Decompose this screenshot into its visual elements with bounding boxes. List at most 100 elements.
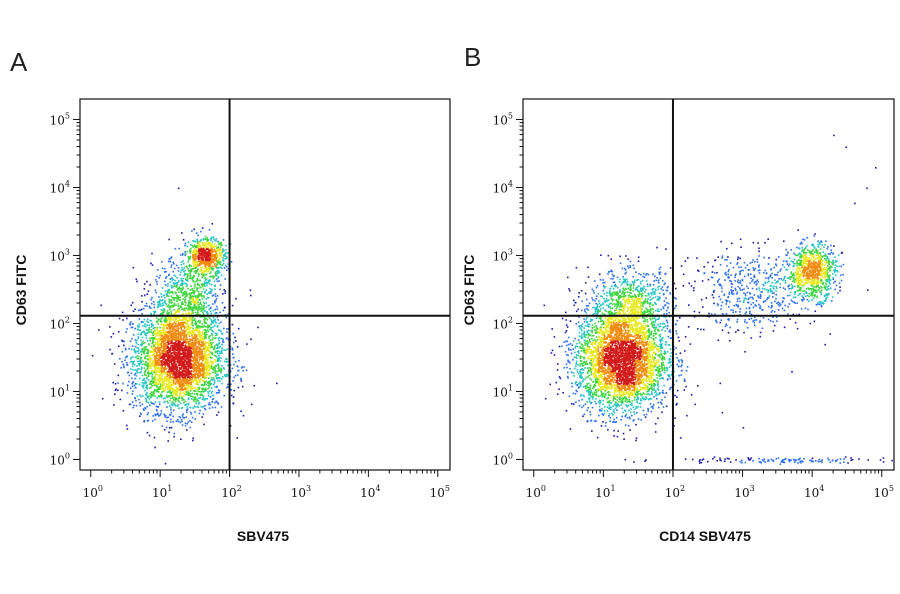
event-dot (170, 299, 172, 302)
event-dot (220, 371, 222, 374)
event-dot (164, 344, 167, 347)
event-dot (167, 370, 170, 373)
event-dot (145, 355, 147, 357)
event-dot (162, 366, 164, 369)
event-dot (134, 356, 137, 359)
event-dot (131, 385, 134, 388)
event-dot (188, 353, 191, 356)
event-dot (126, 362, 128, 364)
event-dot (217, 271, 219, 273)
event-dot (165, 395, 168, 398)
event-dot (188, 370, 191, 373)
event-dot (180, 346, 183, 348)
event-dot (234, 360, 237, 363)
event-dot (160, 293, 162, 295)
event-dot (188, 393, 190, 396)
event-dot (188, 332, 190, 334)
event-dot (196, 238, 198, 241)
event-dot (159, 374, 161, 376)
event-dot (177, 371, 180, 374)
event-dot (170, 370, 173, 373)
event-dot (132, 363, 134, 365)
event-dot (171, 358, 174, 361)
event-dot (169, 333, 172, 336)
event-dot (200, 283, 203, 285)
event-dot (213, 369, 216, 372)
event-dot (218, 248, 220, 250)
event-dot (138, 352, 140, 354)
event-dot (218, 391, 220, 394)
event-dot (216, 364, 219, 366)
event-dot (129, 324, 132, 326)
event-dot (143, 351, 145, 353)
event-dot (206, 333, 208, 336)
event-dot (195, 359, 197, 362)
event-dot (172, 387, 174, 390)
event-dot (153, 364, 155, 367)
event-dot (193, 370, 196, 372)
event-dot (188, 371, 190, 374)
event-dot (159, 348, 162, 351)
event-dot (186, 350, 189, 353)
event-dot (213, 254, 216, 256)
event-dot (172, 261, 174, 264)
event-dot (161, 362, 163, 365)
event-dot (199, 307, 202, 310)
event-dot (221, 382, 223, 385)
event-dot (164, 416, 166, 418)
event-dot (172, 356, 175, 358)
event-dot (138, 368, 140, 370)
event-dot (142, 395, 144, 397)
event-dot (174, 367, 177, 369)
event-dot (197, 245, 200, 248)
event-dot (191, 277, 193, 280)
event-dot (155, 342, 157, 344)
event-dot (169, 378, 172, 380)
event-dot (143, 346, 146, 349)
event-dot (198, 401, 200, 404)
event-dot (183, 394, 185, 397)
event-dot (173, 263, 175, 265)
event-dot (154, 384, 157, 386)
event-dot (173, 432, 176, 435)
event-dot (171, 306, 174, 308)
event-dot (127, 384, 129, 387)
event-dot (179, 391, 181, 394)
event-dot (187, 331, 189, 334)
event-dot (209, 339, 212, 341)
event-dot (204, 281, 206, 283)
event-dot (170, 403, 173, 405)
event-dot (190, 366, 193, 369)
event-dot (175, 285, 177, 288)
event-dot (143, 383, 145, 385)
event-dot (208, 335, 210, 338)
event-dot (193, 396, 196, 399)
event-dot (178, 396, 180, 398)
event-dot (195, 324, 197, 326)
event-dot (171, 292, 174, 295)
event-dot (146, 367, 148, 370)
event-dot (138, 363, 140, 365)
event-dot (124, 349, 127, 351)
event-dot (148, 306, 151, 309)
event-dot (223, 249, 225, 252)
event-dot (223, 267, 226, 269)
event-dot (184, 379, 186, 382)
event-dot (192, 289, 194, 291)
event-dot (121, 339, 123, 342)
event-dot (183, 267, 186, 269)
event-dot (199, 381, 201, 384)
event-dot (137, 350, 140, 352)
event-dot (185, 389, 188, 391)
event-dot (150, 401, 152, 403)
event-dot (202, 242, 204, 245)
event-dot (197, 287, 199, 289)
event-dot (183, 367, 185, 370)
event-dot (164, 309, 166, 312)
event-dot (138, 364, 141, 367)
event-dot (156, 340, 159, 342)
event-dot (210, 247, 213, 250)
event-dot (174, 394, 177, 396)
event-dot (169, 427, 171, 429)
event-dot (189, 340, 191, 343)
